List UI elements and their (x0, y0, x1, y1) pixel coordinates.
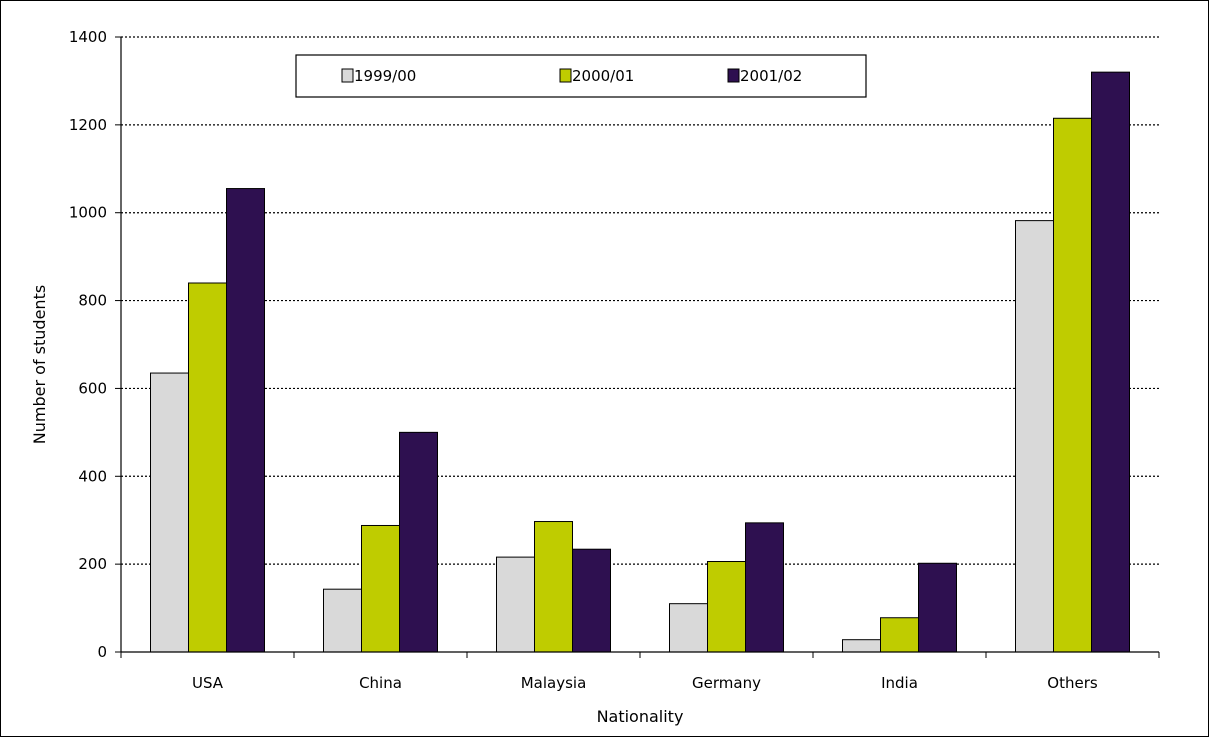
bar-usa-2001-02 (226, 188, 265, 653)
bar-malaysia-1999-00 (496, 556, 535, 653)
y-tick-label: 0 (97, 643, 107, 661)
x-tick-label: USA (192, 674, 224, 692)
bar-malaysia-2000-01 (534, 521, 573, 653)
x-tick-label: China (359, 674, 402, 692)
y-tick-label: 1000 (69, 204, 107, 222)
y-tick-labels: 0 200 400 600 800 1000 1200 1400 (69, 28, 107, 661)
y-tick-label: 400 (78, 467, 107, 485)
y-tick-label: 600 (78, 379, 107, 397)
x-tick-labels: USA China Malaysia Germany India Others (120, 652, 1160, 692)
bar-india-2000-01 (880, 617, 919, 653)
x-tick-label: Others (1047, 674, 1098, 692)
legend-swatch (727, 68, 740, 83)
bar-malaysia-2001-02 (572, 548, 611, 653)
x-tick-label: Malaysia (521, 674, 587, 692)
bar-usa-2000-01 (188, 282, 227, 653)
x-tick-label: Germany (692, 674, 761, 692)
legend-label: 2000/01 (572, 67, 634, 85)
bar-india-2001-02 (918, 562, 957, 653)
y-axis-title: Number of students (30, 285, 49, 444)
bar-germany-2000-01 (707, 561, 746, 653)
x-tick-label: India (881, 674, 918, 692)
bar-china-2001-02 (399, 431, 438, 653)
legend-label: 2001/02 (740, 67, 802, 85)
bar-others-1999-00 (1015, 220, 1054, 653)
gridlines (115, 36, 1159, 653)
y-tick-label: 1400 (69, 28, 107, 46)
bars (150, 71, 1130, 653)
bar-others-2000-01 (1053, 117, 1092, 653)
legend-label: 1999/00 (354, 67, 416, 85)
bar-germany-1999-00 (669, 603, 708, 653)
legend-swatch (559, 68, 572, 83)
legend-swatch (341, 68, 354, 83)
y-tick-label: 200 (78, 555, 107, 573)
bar-china-2000-01 (361, 524, 400, 653)
bar-india-1999-00 (842, 639, 881, 653)
legend-box (295, 54, 867, 98)
y-tick-label: 1200 (69, 116, 107, 134)
legend: 1999/00 2000/01 2001/02 (295, 54, 867, 98)
bar-germany-2001-02 (745, 522, 784, 653)
y-tick-label: 800 (78, 292, 107, 310)
bar-others-2001-02 (1091, 71, 1130, 653)
bar-usa-1999-00 (150, 372, 189, 653)
x-axis-title: Nationality (597, 707, 684, 726)
bar-china-1999-00 (323, 588, 362, 653)
axes (120, 37, 1159, 653)
